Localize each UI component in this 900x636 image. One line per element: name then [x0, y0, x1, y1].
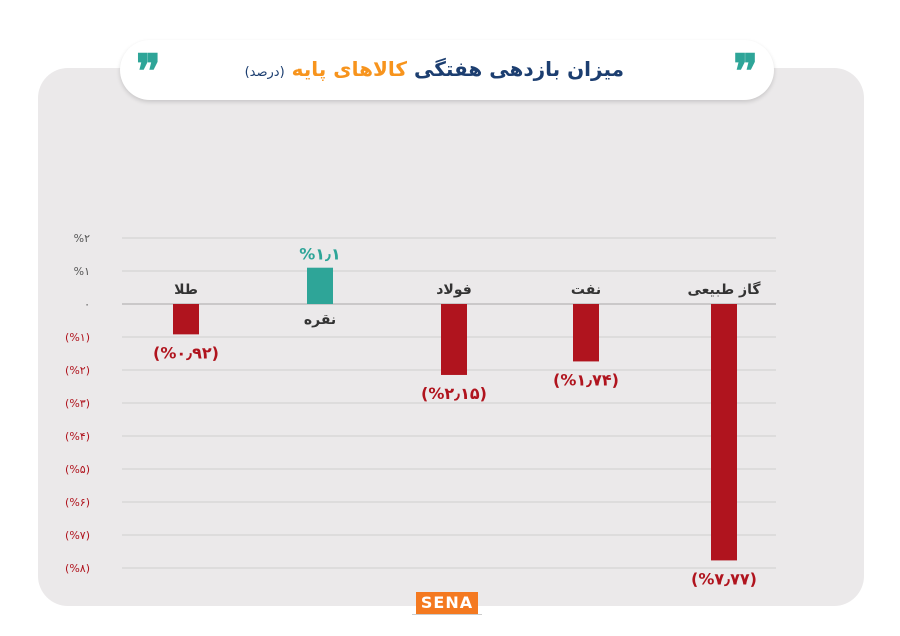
quote-close-icon: ❞: [733, 44, 758, 98]
title-unit: (درصد): [244, 65, 285, 80]
bar: [441, 304, 467, 375]
y-tick-label: (%۶): [65, 496, 90, 509]
y-tick-label: ۰: [84, 298, 90, 311]
category-label: نقره: [304, 312, 336, 328]
title-highlight: کالاهای پایه: [291, 57, 407, 81]
y-tick-label: (%۴): [65, 430, 90, 443]
title-banner: ❞ میزان بازدهی هفتگی کالاهای پایه (درصد)…: [120, 40, 774, 100]
category-label: گاز طبیعی: [687, 281, 761, 298]
bar: [307, 267, 333, 304]
y-tick-label: %۲: [74, 232, 90, 245]
y-tick-label: (%۳): [65, 397, 90, 410]
chart-title: میزان بازدهی هفتگی کالاهای پایه (درصد): [245, 54, 624, 88]
y-tick-label: (%۲): [65, 364, 90, 377]
category-label: طلا: [174, 282, 198, 298]
sena-logo: SENA: [416, 592, 478, 614]
value-label: (%۱٫۷۴): [553, 370, 619, 389]
bar: [573, 304, 599, 362]
value-label: (%۲٫۱۵): [421, 384, 487, 403]
bar: [711, 304, 737, 561]
logo-underline: [412, 614, 482, 619]
category-label: نفت: [571, 282, 601, 298]
quote-open-icon: ❞: [136, 44, 161, 98]
y-tick-label: (%۱): [65, 331, 90, 344]
bar: [173, 304, 199, 335]
y-tick-label: (%۸): [65, 562, 90, 575]
y-tick-label: %۱: [74, 265, 90, 278]
value-label: (%۷٫۷۷): [691, 569, 757, 588]
category-label: فولاد: [436, 282, 472, 298]
value-label: (%۰٫۹۲): [153, 343, 219, 362]
y-tick-label: (%۵): [65, 463, 90, 476]
y-tick-label: (%۷): [65, 529, 90, 542]
value-label: %۱٫۱: [299, 245, 341, 264]
title-main: میزان بازدهی هفتگی: [413, 57, 624, 81]
